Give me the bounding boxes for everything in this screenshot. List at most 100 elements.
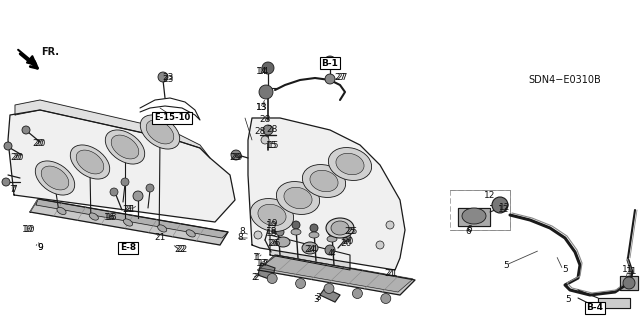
Text: 24: 24 (307, 244, 317, 254)
Polygon shape (30, 199, 228, 245)
Ellipse shape (146, 120, 174, 144)
Ellipse shape (105, 130, 145, 164)
Polygon shape (260, 255, 413, 292)
Text: 17: 17 (259, 258, 269, 268)
Text: 12: 12 (499, 204, 511, 212)
Text: 29: 29 (229, 153, 241, 162)
Circle shape (121, 178, 129, 186)
Text: 13: 13 (256, 103, 268, 113)
Ellipse shape (41, 166, 69, 190)
Ellipse shape (57, 207, 66, 215)
Text: 8: 8 (237, 234, 243, 242)
Text: 26: 26 (268, 240, 278, 249)
Ellipse shape (124, 219, 132, 226)
Text: 21: 21 (384, 269, 396, 278)
Text: 14: 14 (256, 68, 268, 77)
Text: 1: 1 (255, 254, 261, 263)
Circle shape (381, 293, 391, 303)
Ellipse shape (284, 187, 312, 209)
Ellipse shape (276, 237, 290, 247)
Ellipse shape (310, 170, 338, 192)
Text: E-8: E-8 (120, 243, 136, 253)
Text: 27: 27 (336, 73, 348, 83)
Text: 20: 20 (35, 138, 45, 147)
Circle shape (276, 228, 284, 236)
Polygon shape (458, 208, 490, 226)
Text: 3: 3 (313, 295, 319, 305)
Circle shape (328, 228, 336, 236)
Text: 6: 6 (465, 227, 471, 236)
Text: 17: 17 (256, 259, 268, 269)
Text: 2: 2 (251, 273, 257, 283)
Ellipse shape (336, 153, 364, 175)
Circle shape (623, 277, 635, 289)
Ellipse shape (186, 230, 195, 237)
Ellipse shape (462, 208, 486, 224)
Ellipse shape (328, 147, 372, 181)
Text: 2: 2 (253, 273, 259, 283)
Ellipse shape (111, 135, 139, 159)
Circle shape (262, 62, 274, 74)
Text: 28: 28 (259, 115, 271, 124)
Ellipse shape (302, 242, 318, 254)
Text: 24: 24 (305, 246, 316, 255)
Ellipse shape (276, 182, 319, 214)
Polygon shape (270, 235, 350, 270)
Circle shape (343, 234, 351, 242)
Circle shape (110, 188, 118, 196)
Text: 12: 12 (499, 205, 509, 214)
Text: 22: 22 (177, 246, 188, 255)
Text: 9: 9 (37, 243, 43, 253)
Circle shape (268, 273, 277, 284)
Text: 22: 22 (174, 246, 186, 255)
Ellipse shape (331, 221, 349, 235)
Text: 9: 9 (37, 243, 43, 253)
Text: 5: 5 (565, 295, 571, 305)
Circle shape (2, 178, 10, 186)
Text: 4: 4 (329, 249, 335, 257)
Circle shape (325, 74, 335, 84)
Ellipse shape (258, 204, 286, 226)
Ellipse shape (140, 115, 180, 149)
Text: 21: 21 (154, 234, 166, 242)
Text: 1: 1 (253, 253, 259, 262)
Ellipse shape (273, 226, 283, 232)
Text: 16: 16 (104, 213, 116, 222)
Circle shape (325, 245, 335, 255)
Ellipse shape (309, 232, 319, 238)
Text: 20: 20 (340, 240, 352, 249)
Circle shape (146, 184, 154, 192)
Text: 20: 20 (342, 238, 354, 247)
Circle shape (386, 221, 394, 229)
Circle shape (296, 278, 306, 288)
Ellipse shape (250, 198, 294, 232)
Ellipse shape (35, 161, 75, 195)
Text: 27: 27 (334, 73, 346, 83)
Ellipse shape (157, 225, 167, 232)
Text: 23: 23 (163, 73, 173, 83)
Circle shape (376, 241, 384, 249)
Circle shape (158, 72, 168, 82)
Text: 19: 19 (268, 219, 279, 228)
Circle shape (261, 136, 269, 144)
Text: 18: 18 (266, 227, 278, 236)
Circle shape (492, 197, 508, 213)
Circle shape (324, 56, 336, 68)
Text: B-1: B-1 (321, 58, 339, 68)
Text: E-15-10: E-15-10 (154, 114, 190, 122)
Ellipse shape (327, 236, 337, 242)
Text: 25: 25 (346, 226, 358, 235)
Text: 15: 15 (268, 140, 280, 150)
Polygon shape (8, 110, 235, 222)
Text: 13: 13 (256, 103, 268, 113)
Circle shape (231, 150, 241, 160)
Text: 11: 11 (627, 268, 637, 277)
Text: 26: 26 (269, 239, 281, 248)
Text: 19: 19 (266, 221, 278, 231)
Text: 21: 21 (387, 270, 397, 278)
Polygon shape (258, 263, 275, 280)
Text: 20: 20 (32, 138, 44, 147)
Polygon shape (36, 199, 228, 238)
Text: 20: 20 (12, 153, 24, 162)
Text: 21: 21 (124, 205, 136, 214)
